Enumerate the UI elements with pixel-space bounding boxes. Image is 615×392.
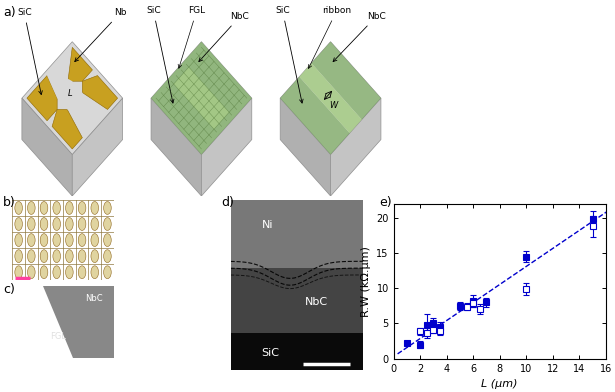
Text: SiC: SiC bbox=[276, 7, 303, 103]
Text: NbC: NbC bbox=[199, 12, 249, 62]
Text: Nb: Nb bbox=[75, 8, 127, 62]
Polygon shape bbox=[27, 76, 57, 121]
Polygon shape bbox=[67, 47, 92, 87]
Polygon shape bbox=[151, 42, 252, 154]
Ellipse shape bbox=[28, 250, 35, 263]
Polygon shape bbox=[151, 98, 202, 196]
Ellipse shape bbox=[40, 201, 48, 214]
Polygon shape bbox=[311, 42, 381, 120]
Ellipse shape bbox=[15, 218, 23, 230]
Ellipse shape bbox=[78, 218, 86, 230]
Text: Ni: Ni bbox=[262, 220, 274, 230]
Polygon shape bbox=[173, 67, 229, 129]
Ellipse shape bbox=[15, 250, 23, 263]
Ellipse shape bbox=[66, 266, 73, 279]
Polygon shape bbox=[202, 98, 252, 196]
Polygon shape bbox=[280, 42, 381, 154]
Ellipse shape bbox=[53, 218, 60, 230]
Ellipse shape bbox=[53, 250, 60, 263]
Polygon shape bbox=[43, 286, 114, 358]
Ellipse shape bbox=[28, 266, 35, 279]
Polygon shape bbox=[231, 200, 363, 268]
Ellipse shape bbox=[66, 218, 73, 230]
Ellipse shape bbox=[15, 201, 23, 214]
Text: SiC: SiC bbox=[18, 294, 31, 303]
Ellipse shape bbox=[28, 234, 35, 247]
Polygon shape bbox=[22, 98, 73, 196]
Ellipse shape bbox=[53, 234, 60, 247]
Text: d): d) bbox=[221, 196, 234, 209]
Ellipse shape bbox=[78, 234, 86, 247]
Text: NbC: NbC bbox=[85, 294, 102, 303]
Ellipse shape bbox=[103, 250, 111, 263]
Polygon shape bbox=[151, 42, 252, 154]
Ellipse shape bbox=[91, 201, 98, 214]
Polygon shape bbox=[331, 98, 381, 196]
Text: SiC: SiC bbox=[17, 8, 42, 94]
Ellipse shape bbox=[66, 201, 73, 214]
Text: e): e) bbox=[379, 196, 392, 209]
Ellipse shape bbox=[40, 266, 48, 279]
Ellipse shape bbox=[78, 266, 86, 279]
Ellipse shape bbox=[103, 201, 111, 214]
Ellipse shape bbox=[40, 250, 48, 263]
Ellipse shape bbox=[66, 250, 73, 263]
Y-axis label: R.W (kΩ.μm): R.W (kΩ.μm) bbox=[361, 246, 371, 317]
Text: ribbon: ribbon bbox=[308, 7, 351, 69]
Text: c): c) bbox=[3, 283, 15, 296]
Ellipse shape bbox=[15, 266, 23, 279]
Ellipse shape bbox=[66, 234, 73, 247]
Text: b): b) bbox=[3, 196, 16, 209]
Polygon shape bbox=[47, 70, 82, 109]
Ellipse shape bbox=[103, 218, 111, 230]
Ellipse shape bbox=[91, 266, 98, 279]
Ellipse shape bbox=[28, 201, 35, 214]
Polygon shape bbox=[52, 109, 82, 149]
Ellipse shape bbox=[40, 234, 48, 247]
Text: W: W bbox=[330, 101, 338, 110]
Polygon shape bbox=[73, 98, 122, 196]
Text: SiC: SiC bbox=[261, 348, 279, 358]
Text: SiC: SiC bbox=[146, 7, 174, 103]
Ellipse shape bbox=[91, 218, 98, 230]
X-axis label: L (μm): L (μm) bbox=[482, 379, 518, 389]
Polygon shape bbox=[82, 76, 117, 109]
Ellipse shape bbox=[91, 250, 98, 263]
Ellipse shape bbox=[53, 201, 60, 214]
Ellipse shape bbox=[78, 250, 86, 263]
Text: L: L bbox=[68, 89, 72, 98]
Polygon shape bbox=[231, 268, 363, 333]
Text: NbC: NbC bbox=[333, 12, 386, 62]
Ellipse shape bbox=[103, 266, 111, 279]
Polygon shape bbox=[280, 77, 350, 154]
Polygon shape bbox=[231, 333, 363, 370]
Text: FGL: FGL bbox=[178, 7, 205, 68]
Ellipse shape bbox=[53, 266, 60, 279]
Polygon shape bbox=[300, 63, 362, 133]
Ellipse shape bbox=[78, 201, 86, 214]
Ellipse shape bbox=[91, 234, 98, 247]
Ellipse shape bbox=[40, 218, 48, 230]
Text: NbC: NbC bbox=[305, 297, 328, 307]
Polygon shape bbox=[280, 98, 331, 196]
Ellipse shape bbox=[15, 234, 23, 247]
Text: FGL: FGL bbox=[50, 332, 66, 341]
Ellipse shape bbox=[103, 234, 111, 247]
Ellipse shape bbox=[28, 218, 35, 230]
Text: a): a) bbox=[3, 6, 16, 19]
Polygon shape bbox=[22, 42, 122, 154]
